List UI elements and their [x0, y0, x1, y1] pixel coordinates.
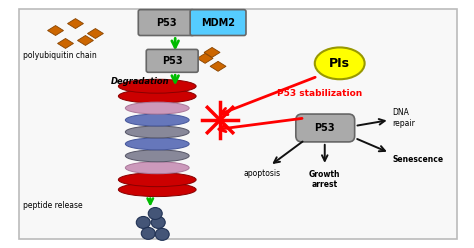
- Ellipse shape: [151, 217, 165, 228]
- Ellipse shape: [118, 89, 196, 103]
- Ellipse shape: [118, 173, 196, 187]
- Polygon shape: [57, 38, 73, 48]
- Polygon shape: [47, 26, 64, 35]
- Ellipse shape: [125, 162, 189, 174]
- Ellipse shape: [148, 208, 162, 219]
- Ellipse shape: [137, 217, 150, 228]
- Ellipse shape: [118, 183, 196, 197]
- Text: Senescence: Senescence: [392, 155, 444, 164]
- FancyBboxPatch shape: [138, 10, 194, 35]
- Text: P53: P53: [314, 123, 335, 133]
- Text: MDM2: MDM2: [201, 18, 235, 28]
- Ellipse shape: [125, 114, 189, 126]
- Text: Degradation: Degradation: [110, 77, 169, 86]
- FancyBboxPatch shape: [146, 49, 198, 72]
- Text: apoptosis: apoptosis: [243, 169, 281, 178]
- Text: Growth
arrest: Growth arrest: [309, 170, 340, 189]
- Ellipse shape: [118, 79, 196, 93]
- Text: polyubiquitin chain: polyubiquitin chain: [23, 51, 96, 60]
- FancyBboxPatch shape: [296, 114, 355, 142]
- Text: PIs: PIs: [329, 57, 350, 70]
- Text: DNA
repair: DNA repair: [392, 108, 415, 128]
- Text: P53: P53: [156, 18, 176, 28]
- Ellipse shape: [125, 138, 189, 150]
- Polygon shape: [210, 61, 226, 71]
- Ellipse shape: [155, 228, 169, 240]
- Ellipse shape: [125, 150, 189, 162]
- FancyBboxPatch shape: [190, 10, 246, 35]
- Text: peptide release: peptide release: [23, 201, 82, 210]
- Text: P53: P53: [162, 56, 182, 66]
- Polygon shape: [77, 35, 93, 45]
- Ellipse shape: [125, 126, 189, 138]
- Ellipse shape: [315, 47, 365, 79]
- Polygon shape: [67, 19, 83, 29]
- Ellipse shape: [141, 227, 155, 239]
- Polygon shape: [87, 29, 103, 38]
- Polygon shape: [197, 53, 213, 63]
- Ellipse shape: [125, 102, 189, 114]
- Text: P53 stabilization: P53 stabilization: [277, 89, 363, 98]
- Polygon shape: [204, 47, 220, 57]
